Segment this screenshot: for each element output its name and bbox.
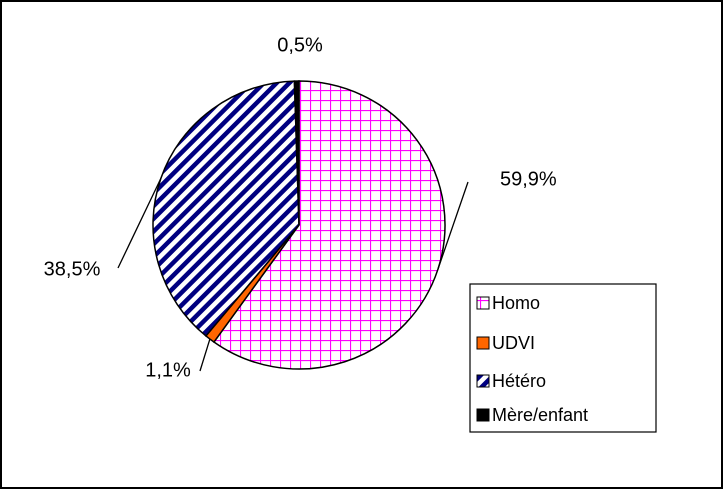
legend-swatch <box>476 374 490 388</box>
legend-label: Hétéro <box>492 371 546 391</box>
data-label: 38,5% <box>44 258 101 280</box>
data-label: 1,1% <box>145 359 191 381</box>
legend-label: Homo <box>492 293 540 313</box>
leader-line <box>117 178 162 269</box>
legend-swatch <box>476 336 490 350</box>
pie-slice <box>293 80 300 226</box>
leader-line <box>199 338 211 372</box>
data-label: 59,9% <box>500 168 557 190</box>
legend-label: Mère/enfant <box>492 405 588 425</box>
legend: Homo UDVI Hétéro Mère/enfant <box>476 293 588 425</box>
leader-line <box>437 181 469 270</box>
pie-slice <box>212 80 446 370</box>
legend-box <box>469 283 657 433</box>
legend-swatch <box>476 296 490 310</box>
data-label: 0,5% <box>277 34 323 56</box>
legend-swatch <box>476 408 490 422</box>
legend-label: UDVI <box>492 333 535 353</box>
